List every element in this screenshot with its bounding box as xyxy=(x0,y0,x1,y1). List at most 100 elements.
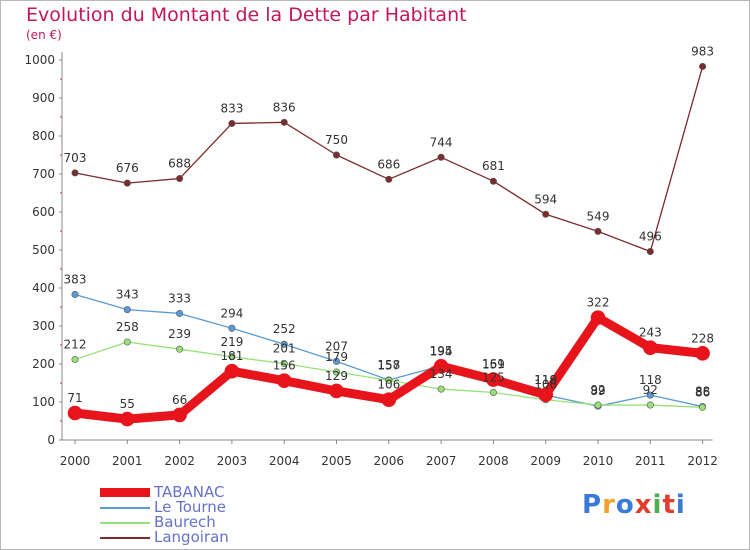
legend-swatch xyxy=(100,536,150,539)
data-label-tabanac: 129 xyxy=(325,369,348,383)
data-label-le-tourne: 161 xyxy=(482,357,505,371)
data-point-baurech xyxy=(280,360,288,368)
data-point-langoiran xyxy=(71,169,79,177)
data-point-langoiran xyxy=(332,151,340,159)
data-label-tabanac: 71 xyxy=(67,391,82,405)
data-label-langoiran: 496 xyxy=(639,230,662,244)
data-point-tabanac xyxy=(695,346,710,361)
x-tick-label: 2004 xyxy=(269,454,300,468)
legend: TABANAC Le Tourne Baurech Langoiran xyxy=(100,485,229,545)
data-label-langoiran: 681 xyxy=(482,159,505,173)
data-point-langoiran xyxy=(176,175,184,183)
logo-letter: r xyxy=(602,490,616,520)
data-point-tabanac xyxy=(433,358,449,374)
data-point-baurech xyxy=(489,388,497,396)
data-point-langoiran xyxy=(699,62,707,70)
data-label-langoiran: 688 xyxy=(168,157,191,171)
data-label-langoiran: 703 xyxy=(64,151,87,165)
data-point-langoiran xyxy=(594,227,602,235)
data-point-le-tourne xyxy=(332,357,340,365)
data-point-tabanac xyxy=(67,405,83,421)
data-point-baurech xyxy=(437,385,445,393)
data-point-tabanac xyxy=(642,340,658,355)
data-label-le-tourne: 89 xyxy=(590,384,605,398)
legend-label: Baurech xyxy=(154,513,216,531)
legend-item-baurech: Baurech xyxy=(100,515,229,530)
data-point-baurech xyxy=(385,376,393,384)
data-label-le-tourne: 195 xyxy=(430,344,453,358)
data-point-le-tourne xyxy=(123,306,131,314)
data-point-tabanac xyxy=(276,373,292,389)
x-tick-label: 2010 xyxy=(583,454,614,468)
legend-swatch xyxy=(100,521,150,524)
data-label-baurech: 239 xyxy=(168,327,191,341)
data-label-baurech: 92 xyxy=(643,383,658,397)
data-label-baurech: 125 xyxy=(482,371,505,385)
data-label-baurech: 201 xyxy=(273,342,296,356)
data-point-langoiran xyxy=(542,210,550,218)
legend-item-tabanac: TABANAC xyxy=(100,485,229,500)
data-label-baurech: 179 xyxy=(325,350,348,364)
value-labels: 71 55 66 181 156 129 106 194 159 119 322 243 228 383 3… xyxy=(64,44,715,411)
data-label-baurech: 258 xyxy=(116,320,139,334)
data-point-langoiran xyxy=(280,118,288,126)
data-point-baurech xyxy=(123,338,131,346)
data-point-langoiran xyxy=(123,179,131,187)
logo-letter: t xyxy=(662,490,676,520)
x-tick-label: 2002 xyxy=(164,454,195,468)
y-tick-label: 700 xyxy=(32,167,55,181)
logo-letter: o xyxy=(615,490,635,520)
data-point-le-tourne xyxy=(176,309,184,317)
data-label-langoiran: 833 xyxy=(220,101,243,115)
data-label-le-tourne: 333 xyxy=(168,291,191,305)
data-label-tabanac: 156 xyxy=(273,359,296,373)
data-point-baurech xyxy=(646,401,654,409)
series-langoiran xyxy=(71,62,707,256)
x-tick-label: 2006 xyxy=(374,454,405,468)
axes: 0 100 200 300 400 500 600 700 800 900 1000 2000 2001… xyxy=(24,52,718,468)
data-point-baurech xyxy=(332,368,340,376)
data-label-langoiran: 744 xyxy=(430,135,453,149)
data-point-langoiran xyxy=(228,119,236,127)
data-point-tabanac xyxy=(486,372,501,387)
data-label-baurech: 92 xyxy=(590,383,605,397)
x-tick-label: 2001 xyxy=(112,454,143,468)
data-label-baurech: 134 xyxy=(430,367,453,381)
data-point-le-tourne xyxy=(228,324,236,332)
data-label-le-tourne: 383 xyxy=(64,272,87,286)
data-label-tabanac: 119 xyxy=(534,373,557,387)
logo-letter: P xyxy=(582,490,603,520)
data-label-baurech: 106 xyxy=(534,378,557,392)
data-label-le-tourne: 88 xyxy=(695,385,710,399)
data-label-tabanac: 181 xyxy=(220,349,243,363)
data-label-baurech: 212 xyxy=(64,337,87,351)
data-label-le-tourne: 158 xyxy=(377,358,400,372)
series-baurech xyxy=(71,338,707,411)
x-tick-label: 2005 xyxy=(321,454,352,468)
y-tick-label: 400 xyxy=(32,281,55,295)
unit-label: (en €) xyxy=(26,28,62,42)
data-label-tabanac: 55 xyxy=(120,397,135,411)
data-label-langoiran: 594 xyxy=(534,192,557,206)
x-tick-label: 2007 xyxy=(426,454,457,468)
data-label-tabanac: 243 xyxy=(639,326,662,340)
legend-label: Le Tourne xyxy=(154,498,227,516)
data-label-le-tourne: 343 xyxy=(116,288,139,302)
x-tick-label: 2009 xyxy=(530,454,561,468)
data-point-langoiran xyxy=(437,153,445,161)
y-tick-label: 100 xyxy=(32,395,55,409)
data-label-le-tourne: 252 xyxy=(273,322,296,336)
data-label-le-tourne: 118 xyxy=(534,373,557,387)
data-label-baurech: 219 xyxy=(220,335,243,349)
data-label-langoiran: 836 xyxy=(273,100,296,114)
legend-swatch xyxy=(100,488,150,497)
data-label-langoiran: 549 xyxy=(587,209,610,223)
data-label-tabanac: 66 xyxy=(172,393,187,407)
x-tick-label: 2011 xyxy=(635,454,666,468)
data-point-baurech xyxy=(228,353,236,361)
y-tick-label: 0 xyxy=(47,433,55,447)
data-label-langoiran: 686 xyxy=(377,157,400,171)
legend-item-langoiran: Langoiran xyxy=(100,530,229,545)
